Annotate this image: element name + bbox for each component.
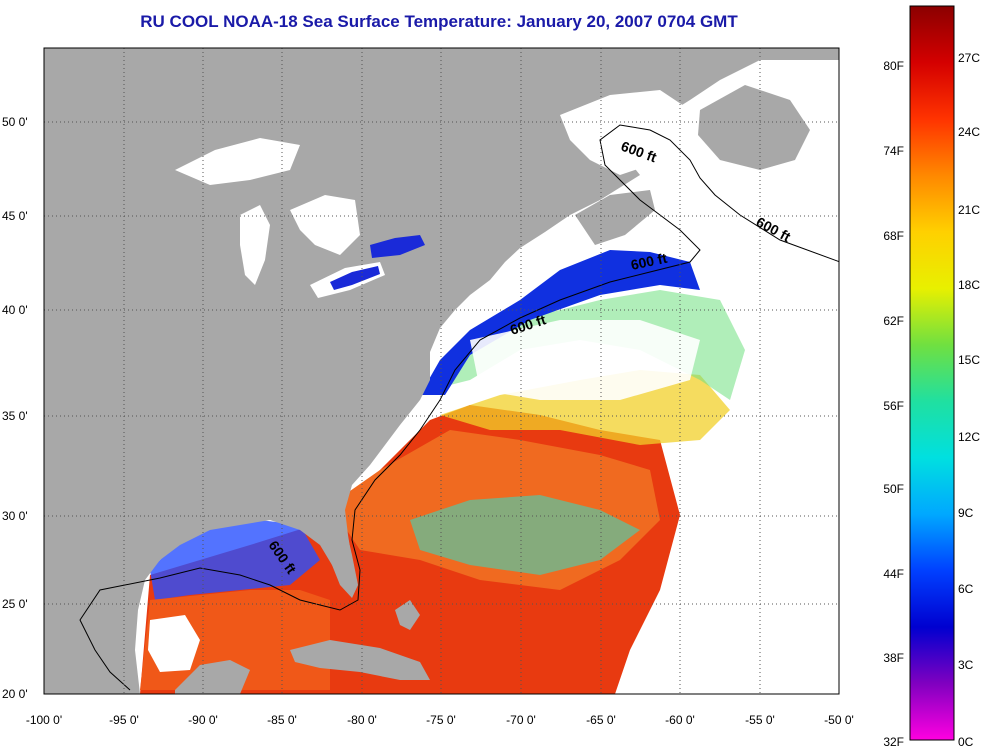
colorbar-c-label: 21C	[958, 203, 980, 217]
sst-swath-northern-shelf	[430, 290, 745, 400]
colorbar-c-label: 27C	[958, 51, 980, 65]
colorbar-fahrenheit-labels: 80F 74F 68F 62F 56F 50F 44F 38F 32F	[883, 59, 904, 749]
contour-label-georges-bank: 600 ft	[629, 250, 668, 273]
y-tick-label: 45 0'	[2, 209, 28, 223]
colorbar-f-label: 44F	[883, 567, 904, 581]
colorbar-f-label: 80F	[883, 59, 904, 73]
x-tick-label: -50 0'	[824, 713, 854, 727]
x-tick-label: -60 0'	[665, 713, 695, 727]
land-bahamas	[395, 600, 420, 630]
lake-ontario	[370, 235, 425, 258]
lake-huron	[290, 195, 360, 255]
colorbar-c-label: 9C	[958, 506, 974, 520]
x-tick-label: -65 0'	[586, 713, 616, 727]
map-title: RU COOL NOAA-18 Sea Surface Temperature:…	[140, 12, 738, 31]
land-florida	[320, 525, 358, 598]
y-tick-label: 40 0'	[2, 303, 28, 317]
lake-superior	[175, 138, 300, 185]
x-tick-label: -80 0'	[347, 713, 377, 727]
land-north-america	[44, 48, 839, 694]
grid-lines	[44, 48, 839, 694]
cloud-patch-gulf	[148, 615, 200, 672]
x-tick-label: -85 0'	[267, 713, 297, 727]
plot-frame	[43, 47, 840, 695]
colorbar-f-label: 62F	[883, 314, 904, 328]
gulf-of-st-lawrence	[560, 90, 690, 175]
land-nova-scotia	[575, 190, 655, 245]
colorbar	[909, 5, 955, 741]
colorbar-celsius-labels: 27C 24C 21C 18C 15C 12C 9C 6C 3C 0C	[958, 51, 980, 749]
land-newfoundland	[698, 85, 810, 170]
colorbar-f-label: 74F	[883, 144, 904, 158]
colorbar-f-label: 38F	[883, 651, 904, 665]
colorbar-c-label: 24C	[958, 125, 980, 139]
colorbar-c-label: 6C	[958, 582, 974, 596]
colorbar-c-label: 12C	[958, 430, 980, 444]
x-tick-label: -100 0'	[26, 713, 62, 727]
colorbar-c-label: 18C	[958, 278, 980, 292]
cloud-patch-atlantic	[470, 320, 700, 400]
colorbar-f-label: 68F	[883, 229, 904, 243]
y-axis-labels: 50 0' 45 0' 40 0' 35 0' 30 0' 25 0' 20 0…	[2, 115, 28, 701]
x-tick-label: -75 0'	[426, 713, 456, 727]
lake-michigan	[240, 205, 270, 285]
y-tick-label: 50 0'	[2, 115, 28, 129]
lake-erie-cold	[330, 266, 380, 290]
colorbar-c-label: 15C	[958, 353, 980, 367]
colorbar-f-label: 32F	[883, 735, 904, 749]
x-axis-labels: -100 0' -95 0' -90 0' -85 0' -80 0' -75 …	[26, 713, 854, 727]
colorbar-c-label: 0C	[958, 735, 974, 749]
sst-coastal-cold	[420, 250, 700, 395]
x-tick-label: -70 0'	[506, 713, 536, 727]
colorbar-c-label: 3C	[958, 658, 974, 672]
y-tick-label: 30 0'	[2, 509, 28, 523]
isobath-600ft	[79, 124, 839, 691]
colorbar-f-label: 56F	[883, 399, 904, 413]
sst-gulf-coast-cold	[150, 520, 320, 600]
y-tick-label: 20 0'	[2, 687, 28, 701]
y-tick-label: 35 0'	[2, 409, 28, 423]
x-tick-label: -95 0'	[109, 713, 139, 727]
land-yucatan	[175, 660, 250, 694]
colorbar-f-label: 50F	[883, 482, 904, 496]
y-tick-label: 25 0'	[2, 597, 28, 611]
x-tick-label: -55 0'	[745, 713, 775, 727]
x-tick-label: -90 0'	[188, 713, 218, 727]
land-cuba	[290, 640, 430, 680]
map-plot-area: 600 ft 600 ft 600 ft 600 ft 600 ft	[44, 48, 839, 694]
sst-swath-mixed	[410, 495, 640, 575]
